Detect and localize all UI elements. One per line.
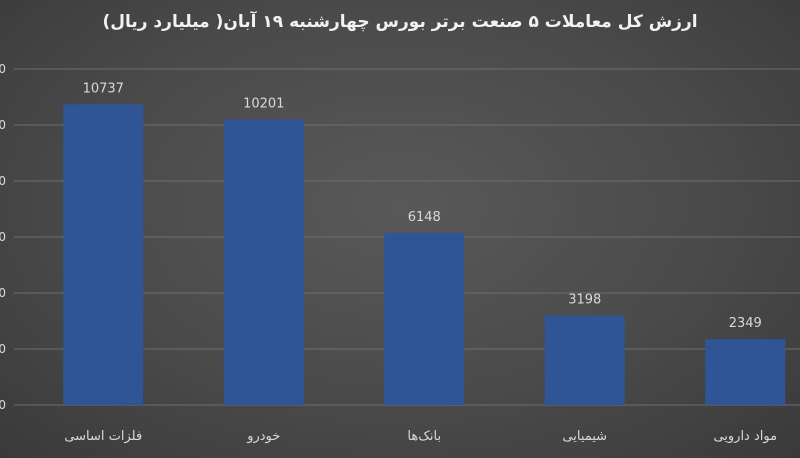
bar xyxy=(223,119,304,405)
y-tick-label: 4000 xyxy=(0,286,6,300)
bar xyxy=(63,104,144,405)
y-tick-label: 8000 xyxy=(0,174,6,188)
x-tick-label: بانک‌ها xyxy=(407,429,441,444)
data-label: 6148 xyxy=(408,210,441,225)
y-tick-label: 0 xyxy=(0,398,6,412)
y-tick-label: 12000 xyxy=(0,62,6,76)
y-tick-label: 2000 xyxy=(0,342,6,356)
data-label: 10737 xyxy=(83,81,124,96)
x-tick-label: مواد دارویی xyxy=(713,429,777,444)
x-tick-label: خودرو xyxy=(246,429,280,444)
x-tick-label: شیمیایی xyxy=(562,429,607,444)
y-tick-label: 6000 xyxy=(0,230,6,244)
data-label: 3198 xyxy=(568,292,601,307)
bar xyxy=(384,232,465,405)
data-label: 2349 xyxy=(729,316,762,331)
bar xyxy=(544,315,625,405)
bar xyxy=(705,339,786,405)
x-tick-label: فلزات اساسی xyxy=(64,429,142,444)
data-label: 10201 xyxy=(243,96,284,111)
chart-title: ارزش کل معاملات ۵ صنعت برتر بورس چهارشنب… xyxy=(102,12,698,32)
y-tick-label: 10000 xyxy=(0,118,6,132)
